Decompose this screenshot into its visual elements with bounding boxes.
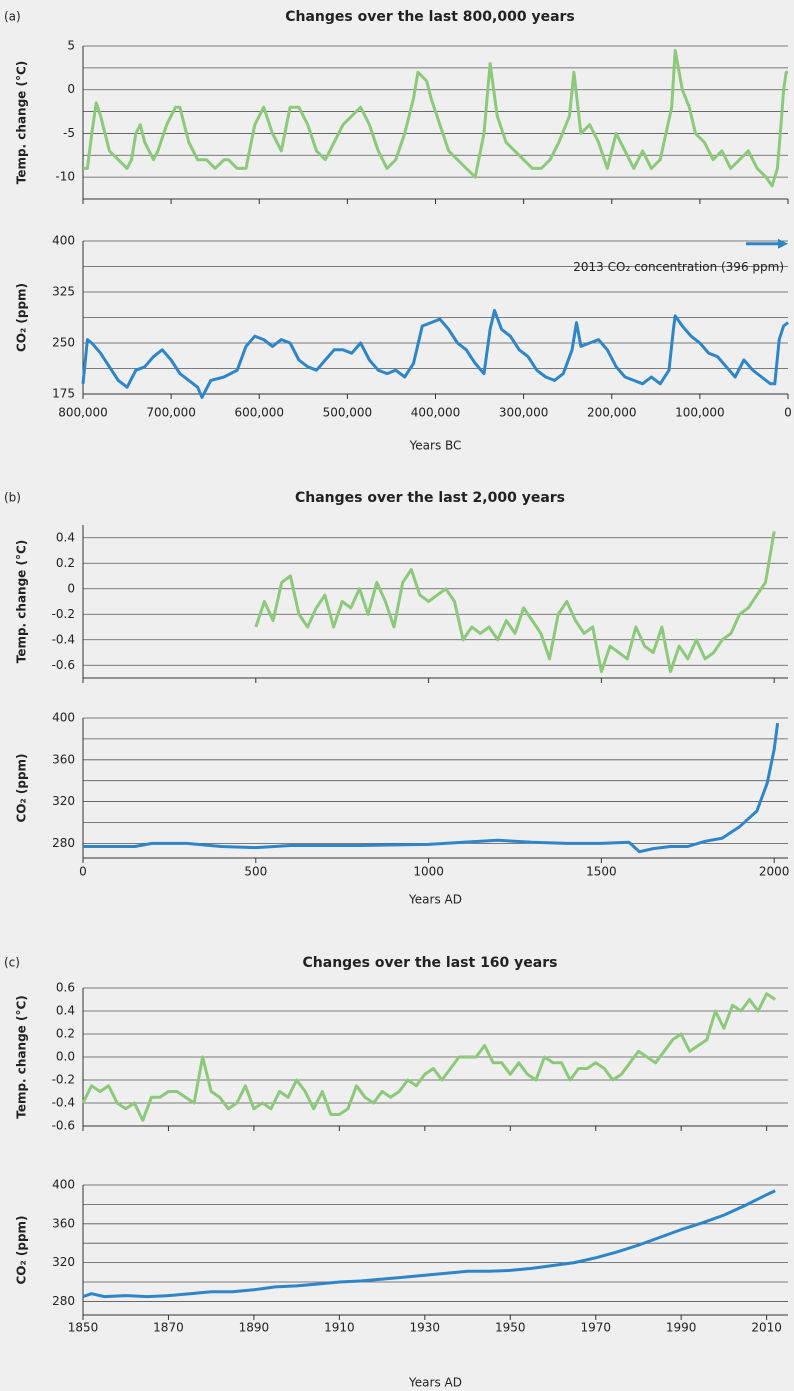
y-tick-label: 0	[67, 581, 75, 595]
x-tick-label: 1870	[153, 1321, 184, 1335]
x-tick-label: 200,000	[587, 406, 637, 420]
chart-title: Changes over the last 160 years	[303, 955, 558, 971]
data-line	[81, 992, 777, 1122]
y-tick-label: 400	[52, 234, 75, 248]
x-tick-label: 1890	[239, 1321, 270, 1335]
arrow-head	[778, 238, 788, 249]
panel-label: (c)	[4, 956, 20, 970]
x-tick-label: 1000	[413, 865, 444, 879]
data-line	[81, 308, 789, 399]
y-tick-label: -0.2	[52, 1073, 75, 1087]
y-tick-label: -0.4	[52, 1096, 75, 1110]
y-tick-label: 0.6	[56, 981, 75, 995]
x-axis-label: Years AD	[408, 1376, 462, 1390]
x-tick-label: 400,000	[411, 406, 461, 420]
data-line	[82, 1189, 776, 1299]
panel-label: (a)	[4, 10, 21, 24]
y-tick-label: 320	[52, 1255, 75, 1269]
y-tick-label: 0.4	[56, 1004, 75, 1018]
y-tick-label: 0	[67, 82, 75, 96]
x-tick-label: 300,000	[499, 406, 549, 420]
y-tick-label: 0.2	[56, 556, 75, 570]
y-tick-label: -10	[55, 170, 75, 184]
y-tick-label: -0.6	[52, 658, 75, 672]
chart-title: Changes over the last 800,000 years	[285, 9, 575, 25]
x-tick-label: 500	[244, 865, 267, 879]
x-tick-label: 1910	[324, 1321, 355, 1335]
x-tick-label: 0	[79, 865, 87, 879]
panel-label: (b)	[4, 491, 21, 505]
y-axis-label: CO₂ (ppm)	[15, 1215, 29, 1284]
x-tick-label: 1930	[410, 1321, 441, 1335]
y-axis-label: Temp. change (°C)	[15, 540, 29, 664]
y-tick-label: 280	[52, 836, 75, 850]
x-tick-label: 1970	[580, 1321, 611, 1335]
x-tick-label: 1950	[495, 1321, 526, 1335]
y-axis-label: CO₂ (ppm)	[15, 753, 29, 822]
y-tick-label: 360	[52, 752, 75, 766]
x-tick-label: 1850	[68, 1321, 99, 1335]
data-line	[83, 723, 780, 854]
y-tick-label: 400	[52, 1178, 75, 1192]
data-line	[254, 531, 776, 674]
y-tick-label: -0.4	[52, 632, 75, 646]
y-tick-label: -0.6	[52, 1119, 75, 1133]
y-tick-label: 0.4	[56, 530, 75, 544]
y-tick-label: 175	[52, 387, 75, 401]
x-tick-label: 700,000	[146, 406, 196, 420]
y-tick-label: 250	[52, 336, 75, 350]
y-tick-label: 0.2	[56, 1027, 75, 1041]
x-tick-label: 100,000	[675, 406, 725, 420]
x-tick-label: 0	[784, 406, 792, 420]
y-axis-label: CO₂ (ppm)	[15, 283, 29, 352]
y-tick-label: 5	[67, 39, 75, 53]
x-axis-label: Years BC	[409, 439, 462, 453]
x-tick-label: 1990	[666, 1321, 697, 1335]
y-tick-label: -5	[63, 126, 75, 140]
data-line	[83, 48, 788, 188]
annotation: 2013 CO₂ concentration (396 ppm)	[573, 260, 784, 274]
x-tick-label: 600,000	[234, 406, 284, 420]
x-axis-label: Years AD	[408, 893, 462, 907]
x-tick-label: 2010	[751, 1321, 782, 1335]
y-tick-label: 320	[52, 794, 75, 808]
chart-title: Changes over the last 2,000 years	[295, 490, 565, 506]
x-tick-label: 2000	[759, 865, 790, 879]
y-tick-label: -0.2	[52, 607, 75, 621]
x-tick-label: 500,000	[323, 406, 373, 420]
y-tick-label: 325	[52, 285, 75, 299]
y-tick-label: 0.0	[56, 1050, 75, 1064]
y-tick-label: 280	[52, 1294, 75, 1308]
x-tick-label: 800,000	[58, 406, 108, 420]
x-tick-label: 1500	[586, 865, 617, 879]
y-axis-label: Temp. change (°C)	[15, 995, 29, 1119]
y-tick-label: 400	[52, 711, 75, 725]
y-tick-label: 360	[52, 1216, 75, 1230]
y-axis-label: Temp. change (°C)	[15, 61, 29, 185]
